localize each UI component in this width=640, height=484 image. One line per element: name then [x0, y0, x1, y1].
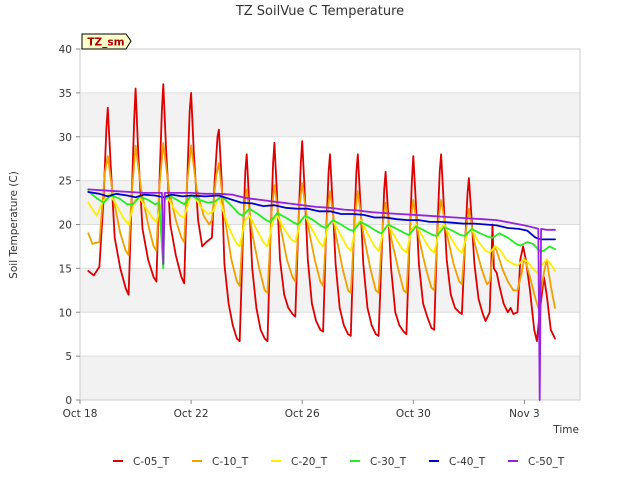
x-axis-label: Time [552, 424, 579, 436]
y-tick-label: 15 [59, 263, 72, 275]
y-tick-label: 40 [59, 44, 72, 56]
legend-label: C-05_T [133, 456, 170, 468]
site-badge-box [81, 33, 132, 50]
site-badge: TZ_sm [81, 33, 132, 50]
series-line-c-40-t [87, 191, 556, 241]
y-axis-label: Soil Temperature (C) [8, 171, 20, 279]
y-tick-label: 25 [59, 176, 72, 188]
y-tick-label: 30 [59, 132, 72, 144]
y-tick-label: 5 [65, 351, 72, 363]
series-line-c-50-t [87, 188, 556, 401]
series-line-c-10-t [87, 142, 556, 309]
y-tick-label: 10 [59, 307, 72, 319]
series-layer [87, 83, 556, 401]
site-badge-label: TZ_sm [87, 37, 124, 49]
series-line-c-05-t [87, 83, 556, 343]
background-band [80, 356, 580, 400]
legend-label: C-20_T [291, 456, 328, 468]
x-axis-ticks: Oct 18 Oct 22 Oct 26 Oct 30 Nov 3 [63, 400, 540, 420]
legend-label: C-40_T [449, 456, 486, 468]
y-axis-ticks: 0 5 10 15 20 25 30 35 40 [59, 44, 80, 407]
x-tick-label: Oct 22 [174, 408, 209, 420]
chart-title: TZ SoilVue C Temperature [235, 4, 404, 19]
x-tick-label: Oct 26 [285, 408, 320, 420]
legend: C-05_T C-10_T C-20_T C-30_T C-40_T C-50_T [113, 456, 565, 468]
legend-label: C-30_T [370, 456, 407, 468]
legend-label: C-50_T [528, 456, 565, 468]
y-tick-label: 0 [65, 395, 72, 407]
background-band [80, 49, 580, 93]
x-tick-label: Oct 30 [396, 408, 431, 420]
background-band [80, 92, 580, 137]
x-tick-label: Oct 18 [63, 408, 98, 420]
y-tick-label: 35 [59, 88, 72, 100]
legend-label: C-10_T [212, 456, 249, 468]
x-tick-label: Nov 3 [509, 408, 540, 420]
background-band [80, 180, 580, 225]
background-band [80, 224, 580, 269]
background-band [80, 312, 580, 357]
y-tick-label: 20 [59, 220, 72, 232]
